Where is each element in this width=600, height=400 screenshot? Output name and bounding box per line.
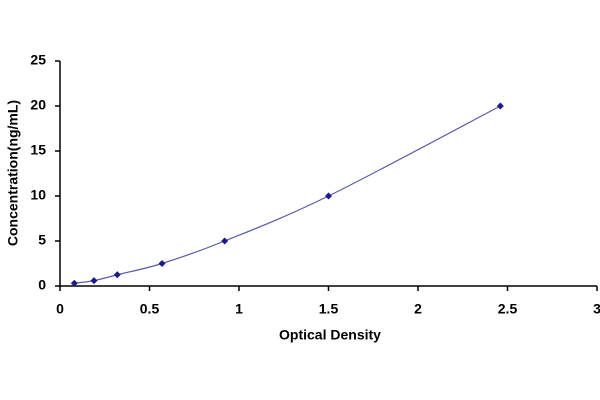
x-axis-label: Optical Density xyxy=(279,327,381,343)
y-tick-label: 0 xyxy=(38,277,46,293)
y-tick-label: 10 xyxy=(30,187,46,203)
y-tick-label: 25 xyxy=(30,52,46,68)
x-tick-label: 1 xyxy=(235,301,243,317)
x-tick-label: 0.5 xyxy=(140,301,160,317)
x-tick-label: 3 xyxy=(593,301,600,317)
point xyxy=(113,271,121,279)
point xyxy=(496,102,504,110)
x-tick-label: 0 xyxy=(56,301,64,317)
fit-line xyxy=(74,105,501,284)
y-tick-label: 5 xyxy=(38,232,46,248)
point xyxy=(221,237,229,245)
x-tick-label: 1.5 xyxy=(319,301,339,317)
point xyxy=(90,277,98,285)
y-tick-label: 15 xyxy=(30,142,46,158)
x-tick-label: 2 xyxy=(414,301,422,317)
y-tick-label: 20 xyxy=(30,97,46,113)
x-tick-label: 2.5 xyxy=(498,301,518,317)
point xyxy=(325,192,332,200)
point xyxy=(158,260,166,267)
point xyxy=(70,279,78,287)
y-axis-label: Concentration(ng/mL) xyxy=(5,100,21,246)
